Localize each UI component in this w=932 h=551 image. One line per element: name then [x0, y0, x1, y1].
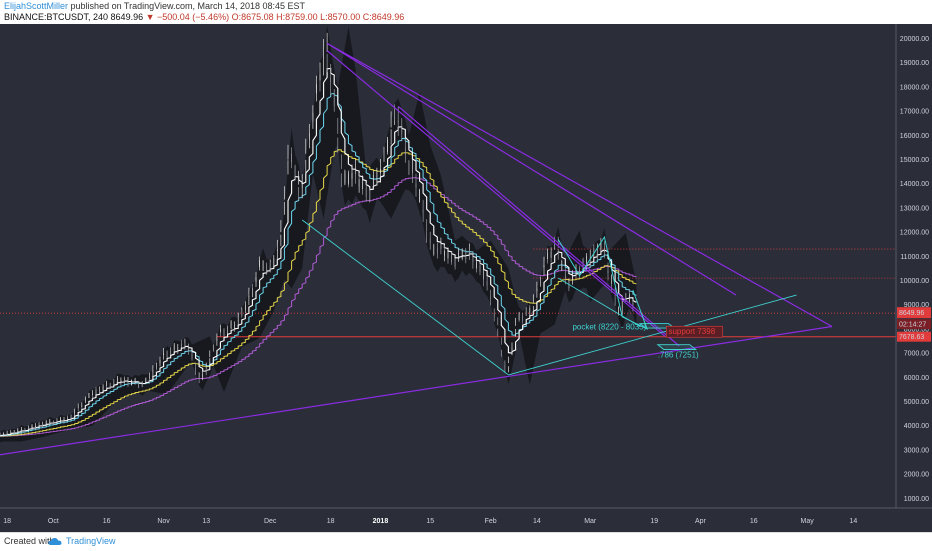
tradingview-link[interactable]: TradingView: [66, 536, 116, 546]
harmonic-pattern[interactable]: [557, 235, 648, 330]
trendline-inner-down-3[interactable]: [397, 105, 680, 347]
support-price-value: 7678.63: [899, 334, 924, 341]
ema-mid-line: [0, 92, 637, 437]
annotation-label: .786 (7251): [658, 350, 699, 359]
price-tick-label: 10000.00: [900, 278, 929, 285]
time-tick-label: 14: [849, 518, 857, 525]
price-axis[interactable]: 1000.00 2000.00 3000.00 4000.00 5000.00 6000.…: [900, 36, 929, 503]
price-tick-label: 1000.00: [904, 496, 929, 503]
price-tick-label: 11000.00: [900, 254, 929, 261]
ema-long-line: [0, 177, 637, 437]
publish-info: ElijahScottMiller published on TradingVi…: [4, 1, 305, 11]
price-tick-label: 4000.00: [904, 423, 929, 430]
cloud-area: [0, 25, 637, 443]
ema-slow-line: [0, 149, 637, 437]
price-tick-label: 14000.00: [900, 181, 929, 188]
price-tick-label: 13000.00: [900, 205, 929, 212]
tradingview-cloud-icon: [48, 538, 62, 545]
support-price-tag: [897, 331, 931, 342]
zone-786: [656, 344, 698, 350]
time-tick-label: 18: [3, 518, 11, 525]
time-tick-label: May: [800, 518, 814, 525]
target-zones: [638, 323, 698, 350]
price-tick-label: 3000.00: [904, 447, 929, 454]
time-tick-label: 15: [426, 518, 434, 525]
annotation-label: pocket (8220 - 8035): [572, 322, 646, 331]
time-tick-label: Feb: [485, 518, 497, 525]
price-tick-label: 15000.00: [900, 157, 929, 164]
time-tick-label: 2018: [373, 518, 389, 525]
countdown-tag: [897, 319, 931, 330]
price-tick-label: 17000.00: [900, 109, 929, 116]
price-tick-label: 9000.00: [904, 302, 929, 309]
time-tick-label: Nov: [157, 518, 170, 525]
trendlines[interactable]: [0, 42, 833, 456]
time-tick-label: 19: [650, 518, 658, 525]
price-tick-label: 18000.00: [900, 84, 929, 91]
time-tick-label: 14: [533, 518, 541, 525]
author-link[interactable]: ElijahScottMiller: [4, 1, 69, 11]
trendline-fib-up[interactable]: [508, 294, 797, 376]
ichimoku-cloud: [0, 25, 637, 443]
ohlc-values: O:8675.08 H:8759.00 L:8570.00 C:8649.96: [231, 12, 405, 22]
time-tick-label: Oct: [48, 518, 59, 525]
time-tick-label: 18: [327, 518, 335, 525]
time-tick-label: Dec: [264, 518, 277, 525]
trendline-inner-down-2[interactable]: [326, 50, 666, 337]
time-tick-label: Apr: [695, 518, 707, 525]
created-with-label: Created with: [4, 536, 55, 546]
current-price-tag: [897, 307, 931, 319]
annotations: pocket (8220 - 8035) .786 (7251) support 7…: [572, 322, 723, 359]
price-tags: 8649.96 02:14:27 7678.63: [897, 307, 931, 342]
chart-footer: Created with TradingView: [0, 532, 932, 551]
annotation-box: [666, 325, 723, 338]
trendline-inner-down-1[interactable]: [326, 42, 737, 296]
price-change: ▼ −500.04 (−5.46%): [145, 12, 230, 22]
price-tick-label: 5000.00: [904, 399, 929, 406]
price-tick-label: 2000.00: [904, 472, 929, 479]
price-tick-label: 20000.00: [900, 36, 929, 43]
annotation-label: support 7398: [668, 327, 715, 336]
publish-date: published on TradingView.com, March 14, …: [70, 1, 306, 11]
price-tick-label: 6000.00: [904, 375, 929, 382]
time-tick-label: 16: [103, 518, 111, 525]
last-price: 8649.96: [110, 12, 144, 22]
symbol-info: BINANCE:BTCUSDT, 240 8649.96 ▼ −500.04 (…: [4, 12, 404, 22]
price-tick-label: 8000.00: [904, 326, 929, 333]
price-tick-label: 7000.00: [904, 351, 929, 358]
countdown-value: 02:14:27: [899, 322, 926, 329]
time-tick-label: 13: [202, 518, 210, 525]
time-tick-label: 16: [750, 518, 758, 525]
time-tick-label: Mar: [584, 518, 597, 525]
price-chart[interactable]: pocket (8220 - 8035) .786 (7251) support 7…: [0, 24, 932, 532]
price-tick-label: 19000.00: [900, 60, 929, 67]
price-tick-label: 12000.00: [900, 230, 929, 237]
chart-header: ElijahScottMiller published on TradingVi…: [0, 0, 932, 24]
price-tick-label: 16000.00: [900, 133, 929, 140]
current-price-value: 8649.96: [899, 310, 924, 317]
time-axis[interactable]: 18 Oct 16 Nov 13 Dec 18 2018 15 Feb 14 Mar 19 Apr 16 Ma…: [3, 518, 857, 525]
symbol-label: BINANCE:BTCUSDT, 240: [4, 12, 109, 22]
price-series: [0, 32, 634, 437]
trendline-fib-down[interactable]: [301, 219, 509, 376]
trendline-upper-wedge[interactable]: [326, 42, 833, 328]
